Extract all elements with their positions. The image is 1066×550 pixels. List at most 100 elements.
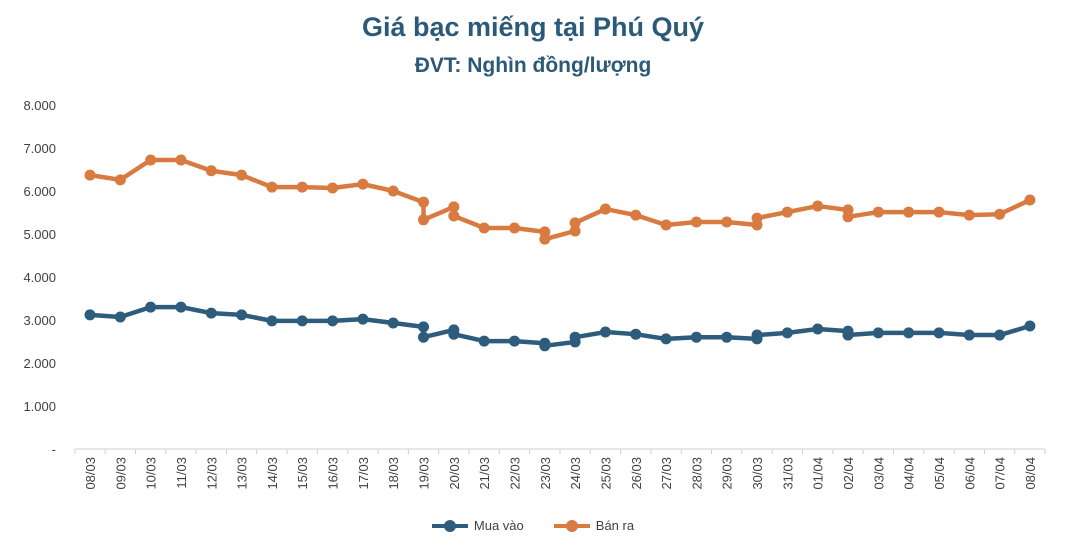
y-tick-label: 6.000 bbox=[23, 184, 56, 199]
data-point-ban-ra bbox=[812, 200, 824, 212]
legend-marker-ban-ra bbox=[553, 519, 590, 532]
x-tick-label: 05/04 bbox=[932, 457, 947, 490]
data-point-mua-vao bbox=[266, 315, 278, 327]
x-tick-label: 30/03 bbox=[750, 457, 765, 490]
data-point-mua-vao bbox=[630, 328, 642, 340]
data-point-mua-vao bbox=[751, 329, 763, 341]
data-point-ban-ra bbox=[690, 216, 702, 228]
data-point-ban-ra bbox=[903, 206, 915, 218]
x-tick-label: 23/03 bbox=[538, 457, 553, 490]
x-tick-label: 11/03 bbox=[174, 457, 189, 489]
chart-title: Giá bạc miếng tại Phú Quý bbox=[361, 12, 705, 42]
legend-label-ban-ra: Bán ra bbox=[595, 518, 635, 533]
data-point-ban-ra bbox=[448, 201, 460, 213]
data-point-ban-ra bbox=[145, 154, 157, 166]
x-tick-label: 19/03 bbox=[417, 457, 432, 490]
x-tick-label: 28/03 bbox=[689, 457, 704, 490]
chart-subtitle: ĐVT: Nghìn đồng/lượng bbox=[414, 54, 652, 77]
data-point-ban-ra bbox=[508, 222, 520, 234]
data-point-mua-vao bbox=[872, 327, 884, 339]
data-point-ban-ra bbox=[114, 174, 126, 186]
data-point-mua-vao bbox=[933, 327, 945, 339]
x-tick-label: 17/03 bbox=[356, 457, 371, 490]
data-point-mua-vao bbox=[145, 301, 157, 313]
x-tick-label: 13/03 bbox=[235, 457, 250, 490]
data-point-mua-vao bbox=[478, 335, 490, 347]
data-point-ban-ra bbox=[872, 206, 884, 218]
x-tick-label: 24/03 bbox=[568, 457, 583, 490]
x-tick-label: 25/03 bbox=[598, 457, 613, 490]
data-point-mua-vao bbox=[721, 331, 733, 343]
x-tick-label: 22/03 bbox=[507, 457, 522, 490]
data-point-ban-ra bbox=[266, 181, 278, 193]
x-tick-label: 31/03 bbox=[780, 457, 795, 490]
x-tick-label: 29/03 bbox=[720, 457, 735, 490]
x-tick-label: 08/03 bbox=[83, 457, 98, 490]
data-point-mua-vao bbox=[903, 327, 915, 339]
y-tick-label: 1.000 bbox=[23, 399, 56, 414]
x-tick-label: 15/03 bbox=[295, 457, 310, 490]
data-point-mua-vao bbox=[781, 327, 793, 339]
data-point-ban-ra bbox=[448, 210, 460, 222]
legend-marker-mua-vao bbox=[431, 519, 468, 532]
x-tick-label: 26/03 bbox=[629, 457, 644, 490]
data-point-mua-vao bbox=[690, 331, 702, 343]
data-point-ban-ra bbox=[236, 169, 248, 181]
data-point-mua-vao bbox=[963, 329, 975, 341]
data-point-mua-vao bbox=[812, 323, 824, 335]
x-tick-label: 08/04 bbox=[1023, 457, 1038, 490]
data-point-ban-ra bbox=[569, 217, 581, 229]
data-point-mua-vao bbox=[842, 329, 854, 341]
data-point-mua-vao bbox=[418, 331, 430, 343]
series-line-mua-vao bbox=[89, 304, 1031, 349]
x-tick-label: 16/03 bbox=[326, 457, 341, 490]
series-line-ban-ra bbox=[89, 157, 1031, 242]
data-point-mua-vao bbox=[236, 309, 248, 321]
data-point-mua-vao bbox=[539, 340, 551, 352]
data-point-mua-vao bbox=[84, 309, 96, 321]
data-point-ban-ra bbox=[660, 219, 672, 231]
data-point-ban-ra bbox=[539, 233, 551, 245]
data-point-mua-vao bbox=[205, 307, 217, 319]
data-point-ban-ra bbox=[721, 216, 733, 228]
x-tick-label: 20/03 bbox=[447, 457, 462, 490]
y-tick-label: 3.000 bbox=[23, 313, 56, 328]
x-tick-label: 09/03 bbox=[113, 457, 128, 490]
data-point-mua-vao bbox=[994, 329, 1006, 341]
data-point-mua-vao bbox=[599, 326, 611, 338]
data-point-mua-vao bbox=[418, 321, 430, 333]
data-point-ban-ra bbox=[751, 212, 763, 224]
data-point-ban-ra bbox=[1024, 194, 1036, 206]
data-point-ban-ra bbox=[933, 206, 945, 218]
x-tick-label: 27/03 bbox=[659, 457, 674, 490]
y-tick-label: - bbox=[52, 442, 56, 457]
data-point-mua-vao bbox=[508, 335, 520, 347]
data-point-ban-ra bbox=[418, 214, 430, 226]
data-point-ban-ra bbox=[842, 211, 854, 223]
data-point-ban-ra bbox=[327, 182, 339, 194]
legend-item-mua-vao: Mua vào bbox=[431, 518, 524, 533]
x-tick-label: 18/03 bbox=[386, 457, 401, 490]
data-point-mua-vao bbox=[357, 313, 369, 325]
data-point-ban-ra bbox=[569, 225, 581, 237]
x-tick-label: 14/03 bbox=[265, 457, 280, 490]
data-point-ban-ra bbox=[84, 169, 96, 181]
data-point-mua-vao bbox=[114, 311, 126, 323]
data-point-mua-vao bbox=[660, 333, 672, 345]
data-point-ban-ra bbox=[387, 185, 399, 197]
x-tick-label: 06/04 bbox=[962, 457, 977, 490]
y-tick-label: 8.000 bbox=[23, 98, 56, 113]
x-tick-label: 04/04 bbox=[902, 457, 917, 490]
data-point-mua-vao bbox=[327, 315, 339, 327]
data-point-ban-ra bbox=[599, 203, 611, 215]
data-point-mua-vao bbox=[387, 317, 399, 329]
data-point-ban-ra bbox=[418, 196, 430, 208]
x-tick-label: 21/03 bbox=[477, 457, 492, 490]
x-tick-label: 01/04 bbox=[811, 457, 826, 490]
data-point-mua-vao bbox=[296, 315, 308, 327]
data-point-mua-vao bbox=[569, 331, 581, 343]
data-point-ban-ra bbox=[994, 208, 1006, 220]
x-tick-label: 07/04 bbox=[993, 457, 1008, 490]
x-tick-label: 12/03 bbox=[204, 457, 219, 490]
